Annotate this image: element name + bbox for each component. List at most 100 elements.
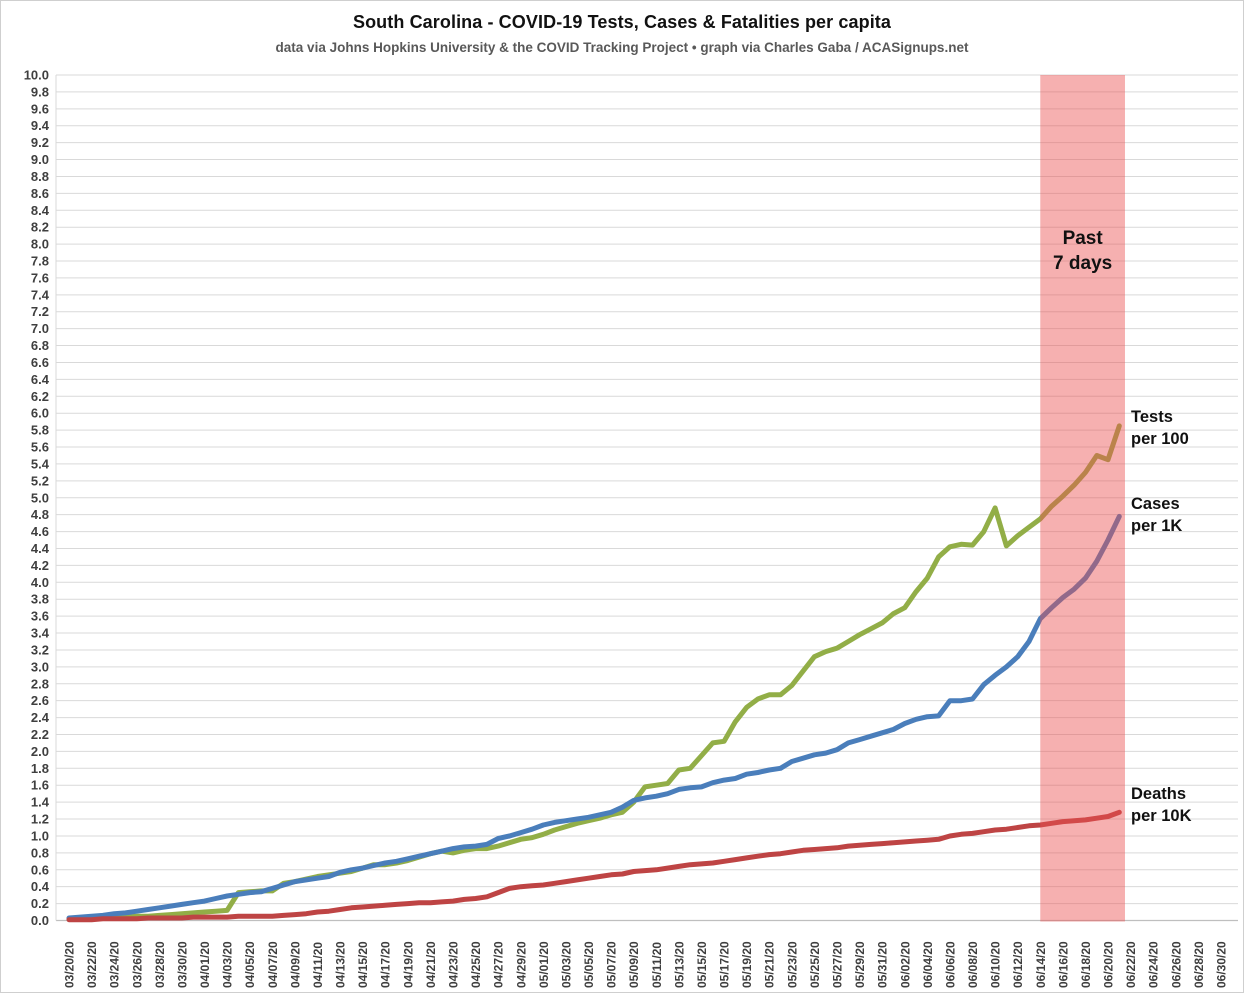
y-tick-label: 7.6 [31, 270, 49, 285]
y-tick-label: 2.4 [31, 710, 50, 725]
series-label-line: per 1K [1131, 517, 1182, 535]
x-tick-label: 06/26/20 [1169, 941, 1183, 988]
x-tick-label: 05/13/20 [672, 941, 686, 988]
x-tick-label: 04/07/20 [266, 941, 280, 988]
y-tick-labels: 0.0 0.2 0.4 0.6 0.8 1.01.2 1.4 1.6 1.8 2.0 2.2 2.4 2… [24, 68, 50, 929]
y-tick-label: 1.4 [31, 795, 50, 810]
y-tick-label: 1.2 [31, 812, 49, 827]
y-tick-label: 0.4 [31, 879, 50, 894]
x-tick-label: 04/05/20 [243, 941, 257, 988]
x-tick-label: 06/22/20 [1124, 941, 1138, 988]
x-tick-label: 06/04/20 [921, 941, 935, 988]
y-tick-label: 6.8 [31, 338, 49, 353]
series-label-cases-per-1k: Cases per 1K [1131, 495, 1182, 535]
series-label-line: Cases [1131, 495, 1180, 513]
x-tick-label: 04/01/20 [198, 941, 212, 988]
x-tick-label: 05/05/20 [582, 941, 596, 988]
y-tick-label: 4.4 [31, 541, 50, 556]
series-line-cases-per-1k [66, 513, 1122, 921]
x-tick-label: 05/21/20 [763, 941, 777, 988]
x-tick-label: 04/11/20 [311, 942, 325, 988]
x-tick-label: 03/24/20 [108, 941, 122, 988]
y-tick-label: 0.0 [31, 913, 49, 928]
x-tick-label: 04/13/20 [334, 941, 348, 988]
y-tick-label: 4.6 [31, 524, 49, 539]
x-tick-labels: 03/20/20 03/22/20 03/24/20 03/26/20 03/28/20… [63, 941, 1229, 988]
y-tick-label: 5.0 [31, 490, 49, 505]
series-label-line: Tests [1131, 408, 1173, 426]
y-tick-label: 0.8 [31, 845, 49, 860]
x-tick-label: 05/09/20 [627, 941, 641, 988]
x-tick-label: 06/20/20 [1102, 941, 1116, 988]
series-label-line: per 100 [1131, 430, 1189, 448]
y-tick-label: 3.6 [31, 609, 49, 624]
y-tick-label: 5.2 [31, 473, 49, 488]
y-tick-label: 8.4 [31, 203, 50, 218]
y-tick-label: 2.2 [31, 727, 49, 742]
y-tick-label: 3.0 [31, 659, 49, 674]
x-tick-label: 04/17/20 [379, 941, 393, 988]
series-label-line: Deaths [1131, 785, 1186, 803]
x-tick-label: 06/06/20 [943, 941, 957, 988]
past-7-days-label-line: Past [1063, 228, 1104, 249]
series-label-line: per 10K [1131, 807, 1192, 825]
x-tick-label: 06/10/20 [989, 941, 1003, 988]
y-tick-label: 9.8 [31, 84, 49, 99]
x-tick-label: 06/24/20 [1147, 941, 1161, 988]
y-tick-label: 8.0 [31, 237, 49, 252]
x-tick-label: 05/25/20 [808, 941, 822, 988]
y-tick-label: 5.8 [31, 423, 49, 438]
y-tick-label: 10.0 [24, 68, 49, 83]
series-line-tests-per-100 [66, 423, 1122, 922]
x-tick-label: 03/28/20 [153, 941, 167, 988]
y-tick-label: 2.0 [31, 744, 49, 759]
past-7-days-label-line: 7 days [1053, 253, 1112, 274]
x-tick-label: 06/02/20 [898, 941, 912, 988]
past-7-days-band [1040, 75, 1125, 922]
x-tick-label: 03/30/20 [175, 941, 189, 988]
y-tick-label: 5.4 [31, 456, 50, 471]
x-tick-label: 05/03/20 [559, 941, 573, 988]
x-tick-label: 06/28/20 [1192, 941, 1206, 988]
y-tick-label: 3.8 [31, 592, 49, 607]
past-7-days-label: Past 7 days [1053, 228, 1112, 274]
x-tick-label: 04/23/20 [446, 941, 460, 988]
y-tick-label: 7.2 [31, 304, 49, 319]
y-tick-label: 2.6 [31, 693, 49, 708]
y-tick-label: 9.0 [31, 152, 49, 167]
x-tick-label: 06/14/20 [1034, 941, 1048, 988]
y-tick-label: 0.2 [31, 896, 49, 911]
series-label-tests-per-100: Tests per 100 [1131, 408, 1189, 448]
series-line-deaths-per-10k [66, 809, 1122, 923]
x-tick-label: 05/07/20 [605, 941, 619, 988]
y-tick-label: 6.0 [31, 406, 49, 421]
y-tick-label: 9.2 [31, 135, 49, 150]
x-tick-label: 04/09/20 [288, 941, 302, 988]
x-tick-label: 04/25/20 [469, 941, 483, 988]
x-tick-label: 03/22/20 [85, 941, 99, 988]
y-tick-label: 3.2 [31, 642, 49, 657]
y-tick-label: 6.4 [31, 372, 50, 387]
x-tick-label: 03/26/20 [130, 941, 144, 988]
y-gridlines [56, 74, 1238, 922]
y-tick-label: 1.0 [31, 828, 49, 843]
y-tick-label: 1.8 [31, 761, 49, 776]
y-tick-label: 9.4 [31, 118, 50, 133]
x-tick-label: 05/17/20 [718, 941, 732, 988]
x-tick-label: 05/11/20 [650, 942, 664, 988]
x-tick-label: 04/19/20 [401, 941, 415, 988]
y-tick-label: 4.0 [31, 575, 49, 590]
x-tick-label: 06/18/20 [1079, 941, 1093, 988]
y-tick-label: 5.6 [31, 440, 49, 455]
y-tick-label: 8.6 [31, 186, 49, 201]
x-tick-label: 05/23/20 [785, 941, 799, 988]
x-tick-label: 05/27/20 [830, 941, 844, 988]
x-tick-label: 04/27/20 [492, 941, 506, 988]
x-tick-label: 06/08/20 [966, 941, 980, 988]
x-tick-label: 05/19/20 [740, 941, 754, 988]
y-tick-label: 7.0 [31, 321, 49, 336]
y-tick-label: 4.2 [31, 558, 49, 573]
x-tick-label: 06/16/20 [1056, 941, 1070, 988]
